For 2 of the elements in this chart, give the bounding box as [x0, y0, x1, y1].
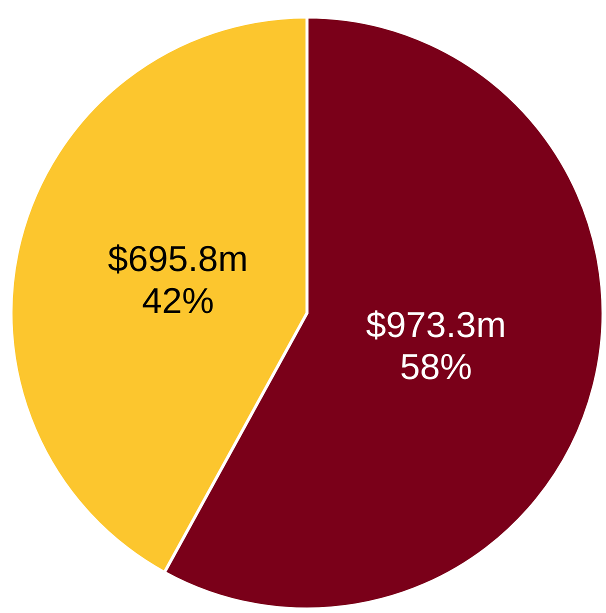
data-label: $973.3m 58%	[366, 304, 506, 388]
data-label: $695.8m 42%	[108, 238, 248, 321]
